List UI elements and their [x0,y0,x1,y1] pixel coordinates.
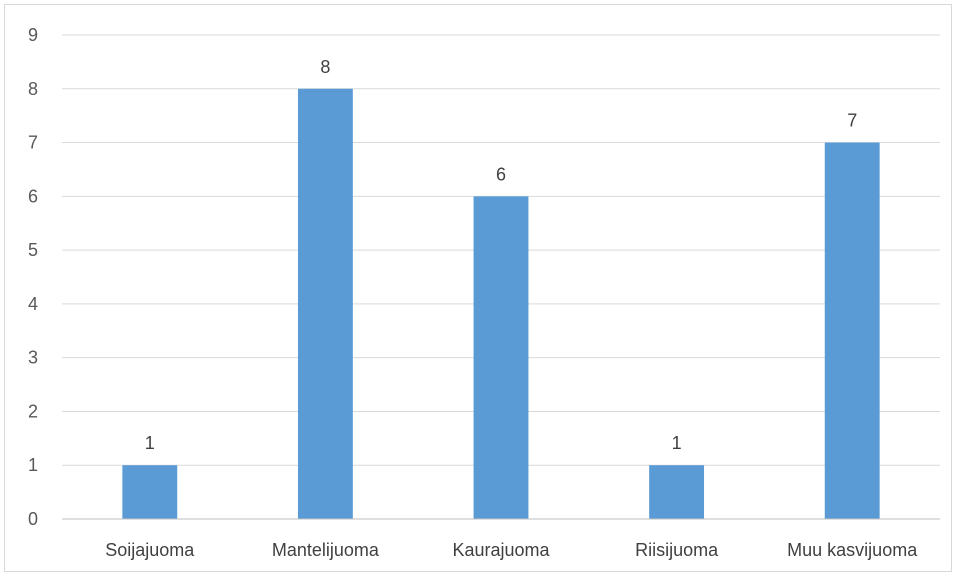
y-tick-label: 3 [28,348,38,368]
y-tick-label: 2 [28,401,38,421]
data-labels: 1 8 6 1 7 [145,57,857,453]
bar-riisijuoma [649,465,705,519]
bar-soijajuoma [122,465,178,519]
y-tick-label: 1 [28,455,38,475]
y-tick-label: 6 [28,186,38,206]
data-label: 1 [672,433,682,453]
y-tick-label: 7 [28,133,38,153]
x-tick-label: Kaurajuoma [452,540,550,560]
data-label: 8 [320,57,330,77]
y-tick-label: 8 [28,79,38,99]
x-tick-label: Soijajuoma [105,540,195,560]
data-label: 6 [496,164,506,184]
y-tick-label: 9 [28,25,38,45]
data-label: 7 [847,111,857,131]
bar-kaurajuoma [473,196,529,520]
y-tick-label: 5 [28,240,38,260]
y-tick-label: 0 [28,509,38,529]
bars [122,88,880,520]
x-tick-label: Riisijuoma [635,540,719,560]
x-tick-label: Muu kasvijuoma [787,540,918,560]
x-axis-category-labels: Soijajuoma Mantelijuoma Kaurajuoma Riisijuo… [105,540,918,560]
bar-mantelijuoma [297,88,353,520]
data-label: 1 [145,433,155,453]
y-axis-tick-labels: 0 1 2 3 4 5 6 7 8 9 [28,25,38,529]
y-tick-label: 4 [28,294,38,314]
bar-muu-kasvijuoma [824,142,880,520]
x-tick-label: Mantelijuoma [272,540,380,560]
